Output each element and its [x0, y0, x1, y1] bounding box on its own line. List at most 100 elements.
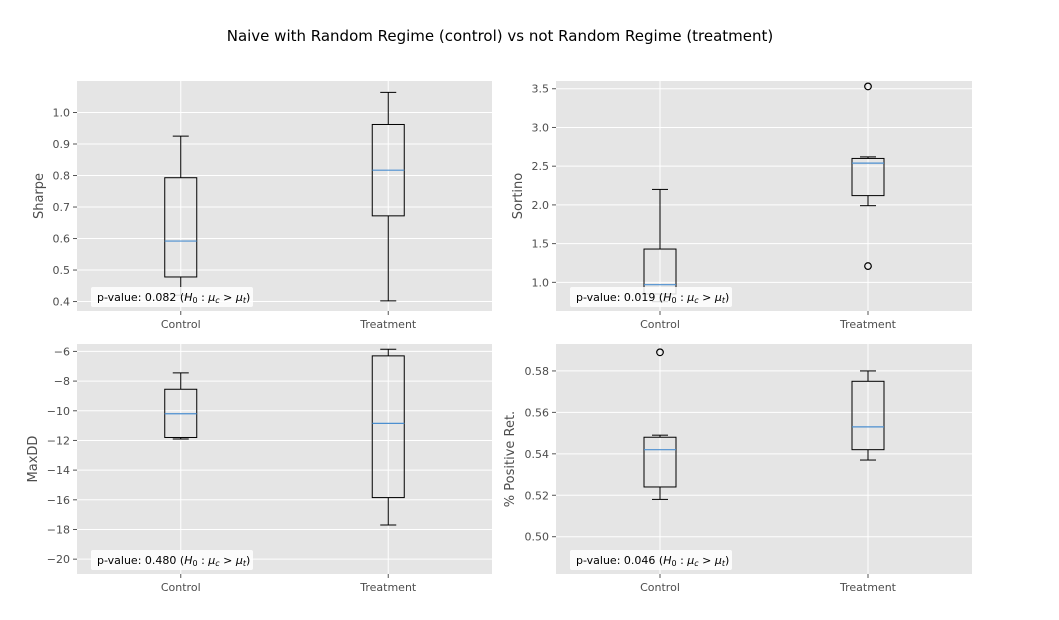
y-tick-label: −12 [47, 434, 70, 447]
subplot-2: 1.0 1.5 2.0 2.5 3.0 3.5 Control Treatment Sortin… [511, 81, 972, 331]
boxplot-marks [643, 82, 885, 303]
y-tick-label: −14 [47, 464, 70, 477]
x-tick-label: Treatment [839, 318, 897, 331]
box-treatment [851, 370, 885, 461]
subplot-3: −20 −18 −16 −14 −12 −10 −8 −6 Control Treatment Ma… [26, 344, 492, 594]
control-subscript: c [694, 296, 699, 305]
hypothesis-colon: : [677, 554, 688, 567]
hypothesis-h: H [184, 291, 192, 304]
x-tick-label: Treatment [359, 581, 417, 594]
box-treatment [371, 91, 405, 302]
subplot-1: 0.4 0.5 0.6 0.7 0.8 0.9 1.0 Control Treatment Sha… [32, 81, 492, 331]
y-tick-label: −8 [54, 375, 70, 388]
iqr-box [851, 157, 885, 197]
y-axis-label: Sharpe [32, 173, 47, 219]
box-treatment [371, 348, 405, 526]
p-value-text: p-value: 0.046 (H0 : μc > μt) [576, 554, 729, 568]
plot-area [556, 81, 972, 311]
mu-symbol: μ [207, 291, 215, 304]
p-value-annotation: p-value: 0.480 (H0 : μc > μt) [91, 550, 253, 570]
x-tick-label: Treatment [359, 318, 417, 331]
y-tick-label: 1.0 [53, 107, 71, 120]
greater-than: > [699, 291, 715, 304]
annotation-box [570, 287, 732, 307]
boxplot-marks [164, 91, 405, 302]
box-control [164, 372, 198, 440]
annotation-box [91, 550, 253, 570]
hypothesis-subscript: 0 [671, 559, 676, 568]
hypothesis-close: ) [246, 291, 250, 304]
hypothesis-subscript: 0 [671, 296, 676, 305]
hypothesis-open: ( [655, 291, 663, 304]
p-value-number: 0.019 [624, 291, 656, 304]
mu-symbol: μ [714, 291, 722, 304]
boxplot-marks [643, 348, 885, 500]
box-treatment [851, 82, 885, 270]
mu-symbol: μ [686, 554, 694, 567]
p-value-annotation: p-value: 0.046 (H0 : μc > μt) [570, 550, 732, 570]
iqr-box [164, 177, 198, 278]
hypothesis-close: ) [725, 554, 729, 567]
subplots: 0.4 0.5 0.6 0.7 0.8 0.9 1.0 Control Treatment Sha… [26, 81, 972, 594]
control-subscript: c [215, 296, 220, 305]
annotation-box [570, 550, 732, 570]
y-tick-label: 2.0 [532, 199, 550, 212]
p-value-annotation: p-value: 0.082 (H0 : μc > μt) [91, 287, 253, 307]
iqr-box [643, 436, 677, 488]
subplot-4: 0.50 0.52 0.54 0.56 0.58 Control Treatment % Po… [503, 344, 972, 594]
p-value-prefix: p-value: [576, 291, 624, 304]
y-tick-label: −6 [54, 345, 70, 358]
p-value-text: p-value: 0.082 (H0 : μc > μt) [97, 291, 250, 305]
y-axis-label: MaxDD [26, 436, 41, 483]
y-tick-label: 3.0 [532, 121, 550, 134]
p-value-text: p-value: 0.019 (H0 : μc > μt) [576, 291, 729, 305]
p-value-number: 0.480 [145, 554, 177, 567]
y-tick-label: 3.5 [532, 83, 550, 96]
mu-symbol: μ [207, 554, 215, 567]
y-axis-label: % Positive Ret. [503, 411, 518, 507]
x-tick-label: Control [161, 318, 201, 331]
y-tick-label: 0.50 [525, 531, 550, 544]
y-tick-label: 0.52 [525, 489, 550, 502]
figure-title: Naive with Random Regime (control) vs no… [227, 27, 774, 45]
p-value-number: 0.082 [145, 291, 177, 304]
y-tick-label: 1.0 [532, 276, 550, 289]
x-tick-label: Treatment [839, 581, 897, 594]
mu-symbol: μ [714, 554, 722, 567]
greater-than: > [699, 554, 715, 567]
x-tick-label: Control [640, 318, 680, 331]
box-control [643, 348, 677, 500]
mu-symbol: μ [235, 291, 243, 304]
hypothesis-close: ) [246, 554, 250, 567]
plot-area [77, 81, 492, 311]
hypothesis-open: ( [176, 291, 184, 304]
treatment-subscript: t [243, 559, 247, 568]
mu-symbol: μ [686, 291, 694, 304]
y-axis-label: Sortino [511, 173, 526, 219]
y-tick-label: 0.5 [53, 264, 71, 277]
hypothesis-h: H [663, 291, 671, 304]
outlier-point [864, 82, 872, 91]
hypothesis-colon: : [198, 291, 209, 304]
y-tick-label: −16 [47, 494, 70, 507]
hypothesis-colon: : [198, 554, 209, 567]
y-tick-label: −10 [47, 405, 70, 418]
mu-symbol: μ [235, 554, 243, 567]
y-tick-label: 0.54 [525, 448, 550, 461]
hypothesis-colon: : [677, 291, 688, 304]
iqr-box [851, 380, 885, 451]
y-tick-label: −18 [47, 523, 70, 536]
y-tick-label: −20 [47, 553, 70, 566]
treatment-subscript: t [243, 296, 247, 305]
y-tick-label: 0.6 [53, 233, 71, 246]
y-tick-label: 0.7 [53, 201, 71, 214]
y-tick-label: 2.5 [532, 160, 550, 173]
y-tick-label: 0.9 [53, 138, 71, 151]
p-value-number: 0.046 [624, 554, 656, 567]
hypothesis-h: H [663, 554, 671, 567]
p-value-text: p-value: 0.480 (H0 : μc > μt) [97, 554, 250, 568]
plot-area [556, 344, 972, 574]
greater-than: > [220, 291, 236, 304]
outlier-point [656, 348, 664, 357]
